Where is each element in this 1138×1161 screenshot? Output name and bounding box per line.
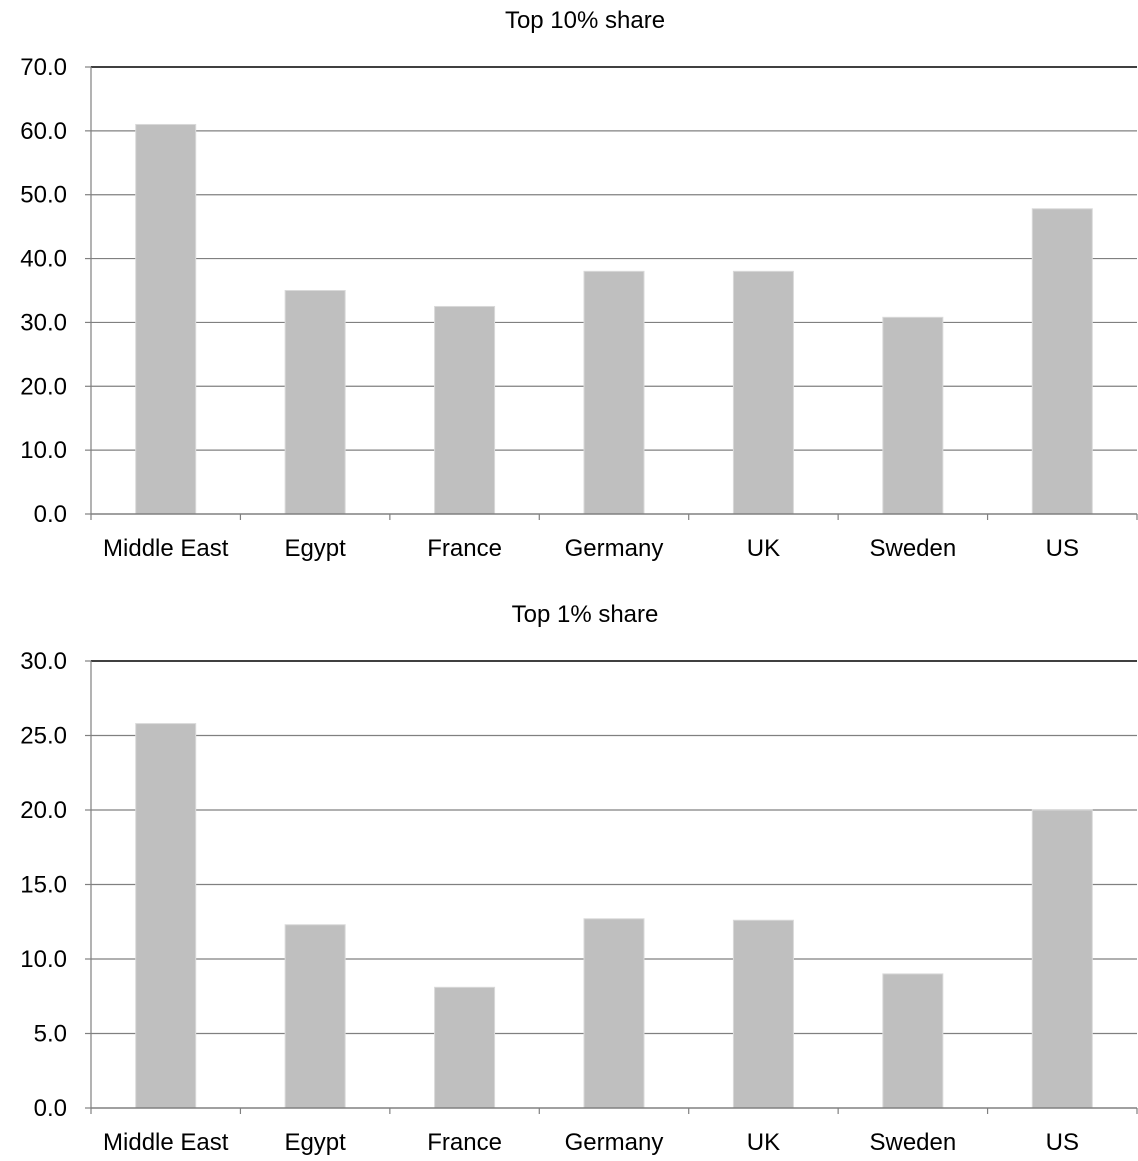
bar-egypt [284,290,346,515]
x-tick-label: US [1046,1129,1079,1156]
y-tick-label: 40.0 [20,246,67,273]
y-tick-label: 25.0 [20,723,67,750]
y-tick-label: 10.0 [20,437,67,464]
x-tick-label: Germany [565,1129,664,1156]
top10-share-chart: Top 10% share 0.0 10.0 20.0 30.0 40.0 50.0 60.… [20,7,1138,562]
y-tick-label: 10.0 [20,946,67,973]
y-tick-label: 5.0 [34,1021,67,1048]
top1-share-chart: Top 1% share 0.0 5.0 10.0 15.0 20.0 25.0 30.0 M… [20,601,1138,1156]
bar-uk [732,919,794,1109]
bar-middle-east [135,723,197,1109]
y-tick-label: 15.0 [20,872,67,899]
bar-germany [583,918,645,1109]
x-tick-label: Middle East [103,535,229,562]
x-tick-label: Germany [565,535,664,562]
bar-uk [732,270,794,515]
x-tick-label: France [427,1129,502,1156]
x-tick-label: France [427,535,502,562]
bar-us [1031,809,1093,1109]
y-tick-label: 30.0 [20,309,67,336]
y-tick-label: 20.0 [20,797,67,824]
x-tick-label: US [1046,535,1079,562]
x-tick-label: Middle East [103,1129,229,1156]
chart-title: Top 10% share [505,7,665,34]
y-tick-label: 50.0 [20,182,67,209]
x-tick-label: Sweden [869,535,956,562]
chart-title: Top 1% share [512,601,659,628]
bar-egypt [284,924,346,1109]
bar-middle-east [135,123,197,515]
bar-germany [583,270,645,515]
x-tick-label: Sweden [869,1129,956,1156]
bar-france [434,986,496,1109]
y-tick-label: 30.0 [20,648,67,675]
x-tick-label: Egypt [284,1129,346,1156]
x-tick-label: UK [747,535,780,562]
bar-france [434,305,496,515]
y-tick-label: 60.0 [20,118,67,145]
bar-sweden [882,973,944,1109]
bar-us [1031,208,1093,515]
y-tick-label: 70.0 [20,54,67,81]
bar-sweden [882,316,944,515]
y-tick-label: 0.0 [34,501,67,528]
x-tick-label: UK [747,1129,780,1156]
x-tick-label: Egypt [284,535,346,562]
y-tick-label: 20.0 [20,373,67,400]
y-tick-label: 0.0 [34,1095,67,1122]
